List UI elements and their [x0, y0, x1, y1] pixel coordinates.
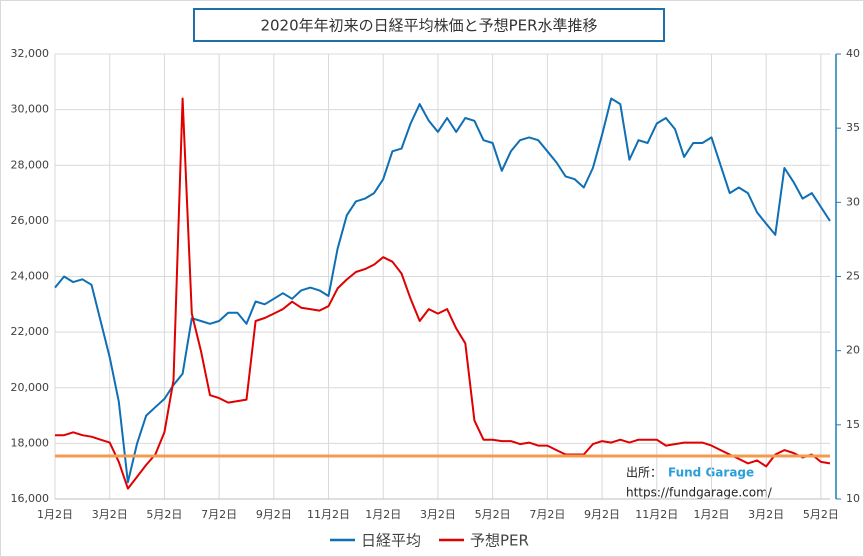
y2-tick-label: 25 [846, 270, 860, 283]
x-tick-label: 3月2日 [420, 508, 456, 521]
y-tick-label: 24,000 [11, 270, 50, 283]
x-tick-label: 7月2日 [529, 508, 565, 521]
y-tick-label: 26,000 [11, 214, 50, 227]
legend-label: 日経平均 [361, 532, 421, 550]
x-tick-label: 11月2日 [307, 508, 350, 521]
x-tick-label: 5月2日 [475, 508, 511, 521]
x-tick-label: 1月2日 [693, 508, 729, 521]
y-tick-label: 30,000 [11, 103, 50, 116]
y-tick-label: 18,000 [11, 436, 50, 449]
x-tick-label: 3月2日 [748, 508, 784, 521]
y2-tick-label: 15 [846, 418, 860, 431]
x-tick-label: 1月2日 [37, 508, 73, 521]
chart-title: 2020年年初来の日経平均株価と予想PER水準推移 [260, 17, 597, 35]
x-tick-label: 1月2日 [365, 508, 401, 521]
x-tick-label: 5月2日 [803, 508, 839, 521]
y-tick-label: 20,000 [11, 381, 50, 394]
x-tick-label: 5月2日 [146, 508, 182, 521]
source-url: https://fundgarage.com/ [626, 486, 773, 500]
x-tick-label: 11月2日 [635, 508, 678, 521]
y2-tick-label: 30 [846, 195, 860, 208]
legend-label: 予想PER [470, 532, 529, 550]
y2-tick-label: 20 [846, 344, 860, 357]
y-tick-label: 32,000 [11, 47, 50, 60]
y2-tick-label: 40 [846, 47, 860, 60]
y-tick-label: 22,000 [11, 325, 50, 338]
source-label: 出所： [626, 466, 662, 480]
x-tick-label: 7月2日 [201, 508, 237, 521]
x-tick-label: 3月2日 [92, 508, 128, 521]
y2-tick-label: 35 [846, 121, 860, 134]
y-tick-label: 16,000 [11, 492, 50, 505]
x-tick-label: 9月2日 [584, 508, 620, 521]
line-series [54, 97, 831, 484]
line-series [55, 97, 831, 490]
title-box [193, 8, 665, 42]
y-tick-label: 28,000 [11, 158, 50, 171]
x-tick-label: 9月2日 [256, 508, 292, 521]
y2-tick-label: 10 [846, 492, 860, 505]
